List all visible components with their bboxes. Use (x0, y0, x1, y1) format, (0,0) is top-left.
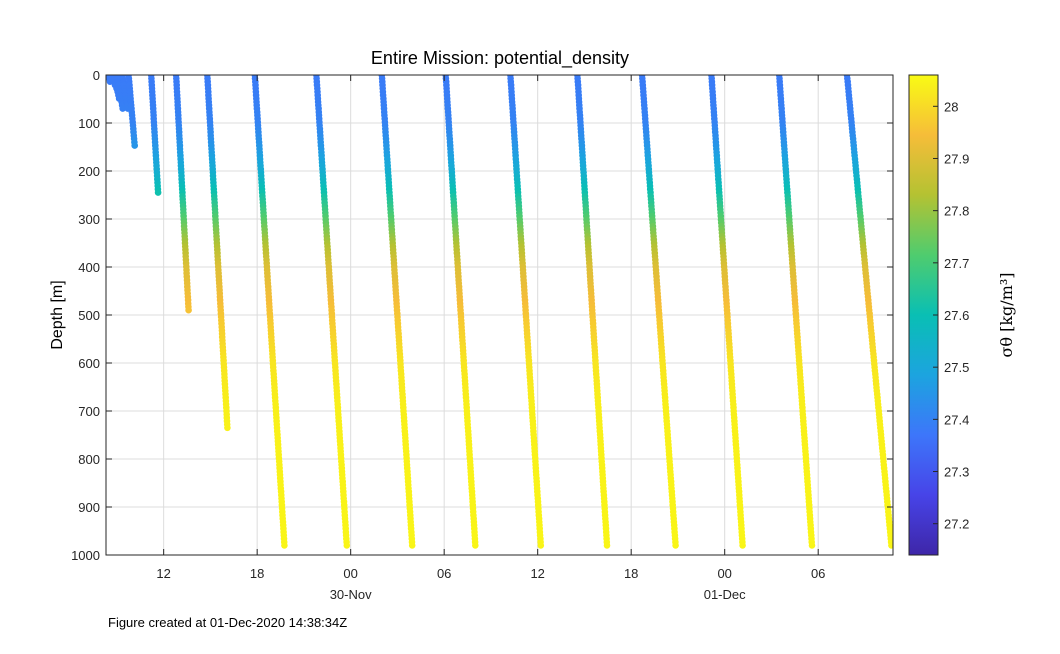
data-point (739, 542, 746, 549)
data-point (281, 542, 288, 549)
x-axis: 12 18 00 06 12 18 00 06 30-Nov 01-Dec (156, 75, 825, 602)
y-tick-label: 900 (78, 500, 100, 515)
data-point (224, 424, 231, 432)
colorbar-label: σθ [kg/m³] (997, 272, 1016, 357)
colorbar-tick-label: 27.6 (944, 308, 969, 323)
data-point (131, 142, 138, 149)
y-tick-label: 100 (78, 116, 100, 131)
y-tick-label: 0 (93, 68, 100, 83)
data-point (603, 542, 611, 549)
y-tick-label: 500 (78, 308, 100, 323)
colorbar-tick-label: 27.4 (944, 412, 969, 427)
data-points (106, 75, 893, 549)
data-point (808, 542, 816, 549)
y-tick-label: 200 (78, 164, 100, 179)
colorbar-tick-label: 27.9 (944, 151, 969, 166)
colorbar-tick-label: 27.5 (944, 360, 969, 375)
figure-created-footer: Figure created at 01-Dec-2020 14:38:34Z (108, 615, 348, 630)
data-point (672, 542, 679, 549)
y-tick-label: 600 (78, 356, 100, 371)
y-tick-label: 700 (78, 404, 100, 419)
x-date-label: 30-Nov (330, 587, 372, 602)
colorbar-tick-label: 27.3 (944, 465, 969, 480)
data-point (888, 542, 893, 549)
x-tick-label: 06 (811, 566, 825, 581)
y-tick-label: 1000 (71, 548, 100, 563)
x-tick-label: 06 (437, 566, 451, 581)
x-tick-label: 00 (343, 566, 357, 581)
data-point (185, 306, 192, 314)
data-point (119, 105, 126, 112)
x-tick-label: 12 (156, 566, 170, 581)
y-tick-label: 300 (78, 212, 100, 227)
data-point (408, 542, 416, 549)
colorbar-tick-label: 28 (944, 99, 958, 114)
y-axis-label: Depth [m] (49, 280, 66, 349)
x-tick-label: 00 (717, 566, 731, 581)
colorbar-tick-label: 27.2 (944, 517, 969, 532)
x-date-label: 01-Dec (704, 587, 746, 602)
y-tick-label: 800 (78, 452, 100, 467)
x-tick-label: 18 (250, 566, 264, 581)
y-axis: 0 100 200 300 400 500 600 700 800 900 1000 (71, 68, 893, 563)
colorbar-tick-label: 27.7 (944, 256, 969, 271)
x-tick-label: 18 (624, 566, 638, 581)
x-tick-label: 12 (530, 566, 544, 581)
grid-lines (106, 75, 893, 555)
data-point (472, 542, 479, 549)
chart-title: Entire Mission: potential_density (371, 48, 629, 69)
y-tick-label: 400 (78, 260, 100, 275)
data-point (343, 542, 351, 549)
colorbar-axis: 27.2 27.3 27.4 27.5 27.6 27.7 27.8 27.9 28 (933, 99, 969, 532)
colorbar-tick-label: 27.8 (944, 204, 969, 219)
data-point (537, 542, 545, 549)
data-point (154, 189, 162, 196)
